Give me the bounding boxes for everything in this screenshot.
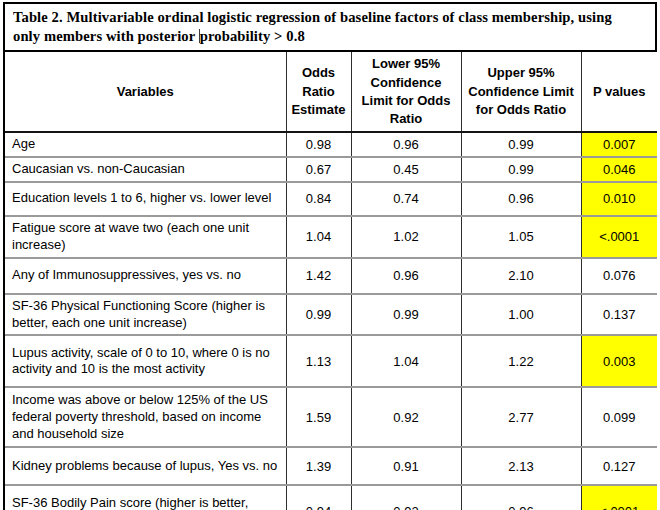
variable-cell: Income was above or below 125% of the US…	[5, 387, 286, 447]
odds-ratio-cell: 1.39	[286, 447, 351, 485]
upper-ci-cell: 2.77	[461, 387, 581, 447]
column-header-variables: Variables	[5, 52, 286, 132]
p-value-cell: 0.046	[581, 157, 657, 182]
column-header-lower-ci: Lower 95% Confidence Limit for Odds Rati…	[351, 52, 461, 132]
odds-ratio-cell: 1.59	[286, 387, 351, 447]
p-value-cell: 0.127	[581, 447, 657, 485]
table-row-immunosuppressives: Any of Immunosuppressives, yes vs. no 1.…	[5, 258, 657, 294]
odds-ratio-cell: 1.13	[286, 335, 351, 387]
table-row-lupus-activity: Lupus activity, scale of 0 to 10, where …	[5, 335, 657, 387]
variable-cell: Any of Immunosuppressives, yes vs. no	[5, 258, 286, 294]
header-row: Variables Odds Ratio Estimate Lower 95% …	[5, 52, 657, 132]
table-body: Age 0.98 0.96 0.99 0.007 Caucasian vs. n…	[5, 132, 657, 510]
table-row-kidney: Kidney problems because of lupus, Yes vs…	[5, 447, 657, 485]
odds-ratio-cell: 0.98	[286, 132, 351, 157]
upper-ci-cell: 1.00	[461, 294, 581, 336]
lower-ci-cell: 0.74	[351, 182, 461, 216]
upper-ci-cell: 2.13	[461, 447, 581, 485]
column-header-odds-ratio: Odds Ratio Estimate	[286, 52, 351, 132]
upper-ci-cell: 0.99	[461, 132, 581, 157]
regression-results-table: Variables Odds Ratio Estimate Lower 95% …	[5, 52, 657, 510]
p-value-cell: <.0001	[581, 485, 657, 510]
odds-ratio-cell: 0.67	[286, 157, 351, 182]
variable-cell: Age	[5, 132, 286, 157]
table-caption-line2-start: only members with posterior	[13, 28, 195, 44]
document-page: Table 2. Multivariable ordinal logistic …	[0, 0, 660, 510]
table-row-sf36-physical: SF-36 Physical Functioning Score (higher…	[5, 294, 657, 336]
lower-ci-cell: 0.92	[351, 387, 461, 447]
p-value-cell: 0.010	[581, 182, 657, 216]
lower-ci-cell: 0.91	[351, 447, 461, 485]
upper-ci-cell: 1.05	[461, 216, 581, 258]
column-header-upper-ci: Upper 95% Confidence Limit for Odds Rati…	[461, 52, 581, 132]
odds-ratio-cell: 1.42	[286, 258, 351, 294]
table-header: Variables Odds Ratio Estimate Lower 95% …	[5, 52, 657, 132]
table-row-caucasian: Caucasian vs. non-Caucasian 0.67 0.45 0.…	[5, 157, 657, 182]
table-2-frame: Table 2. Multivariable ordinal logistic …	[3, 2, 657, 510]
variable-cell: Fatigue score at wave two (each one unit…	[5, 216, 286, 258]
p-value-cell: 0.076	[581, 258, 657, 294]
variable-cell: Kidney problems because of lupus, Yes vs…	[5, 447, 286, 485]
lower-ci-cell: 1.02	[351, 216, 461, 258]
lower-ci-cell: 1.04	[351, 335, 461, 387]
lower-ci-cell: 0.92	[351, 485, 461, 510]
variable-cell: Lupus activity, scale of 0 to 10, where …	[5, 335, 286, 387]
odds-ratio-cell: 0.84	[286, 182, 351, 216]
upper-ci-cell: 0.99	[461, 157, 581, 182]
odds-ratio-cell: 1.04	[286, 216, 351, 258]
p-value-cell: 0.099	[581, 387, 657, 447]
table-row-education: Education levels 1 to 6, higher vs. lowe…	[5, 182, 657, 216]
p-value-cell: <.0001	[581, 216, 657, 258]
table-row-sf36-bodily-pain: SF-36 Bodily Pain score (higher is bette…	[5, 485, 657, 510]
upper-ci-cell: 1.22	[461, 335, 581, 387]
table-caption: Table 2. Multivariable ordinal logistic …	[5, 4, 655, 52]
p-value-cell: 0.003	[581, 335, 657, 387]
variable-cell: SF-36 Physical Functioning Score (higher…	[5, 294, 286, 336]
table-row-fatigue: Fatigue score at wave two (each one unit…	[5, 216, 657, 258]
variable-cell: SF-36 Bodily Pain score (higher is bette…	[5, 485, 286, 510]
odds-ratio-cell: 0.99	[286, 294, 351, 336]
lower-ci-cell: 0.99	[351, 294, 461, 336]
upper-ci-cell: 0.96	[461, 182, 581, 216]
variable-cell: Education levels 1 to 6, higher vs. lowe…	[5, 182, 286, 216]
odds-ratio-cell: 0.94	[286, 485, 351, 510]
lower-ci-cell: 0.45	[351, 157, 461, 182]
table-row-income: Income was above or below 125% of the US…	[5, 387, 657, 447]
variable-cell: Caucasian vs. non-Caucasian	[5, 157, 286, 182]
table-caption-line1: Table 2. Multivariable ordinal logistic …	[13, 9, 612, 25]
column-header-p-values: P values	[581, 52, 657, 132]
upper-ci-cell: 2.10	[461, 258, 581, 294]
table-caption-line2-end: probability > 0.8	[200, 28, 305, 44]
p-value-cell: 0.137	[581, 294, 657, 336]
p-value-cell: 0.007	[581, 132, 657, 157]
lower-ci-cell: 0.96	[351, 132, 461, 157]
upper-ci-cell: 0.96	[461, 485, 581, 510]
lower-ci-cell: 0.96	[351, 258, 461, 294]
table-row-age: Age 0.98 0.96 0.99 0.007	[5, 132, 657, 157]
